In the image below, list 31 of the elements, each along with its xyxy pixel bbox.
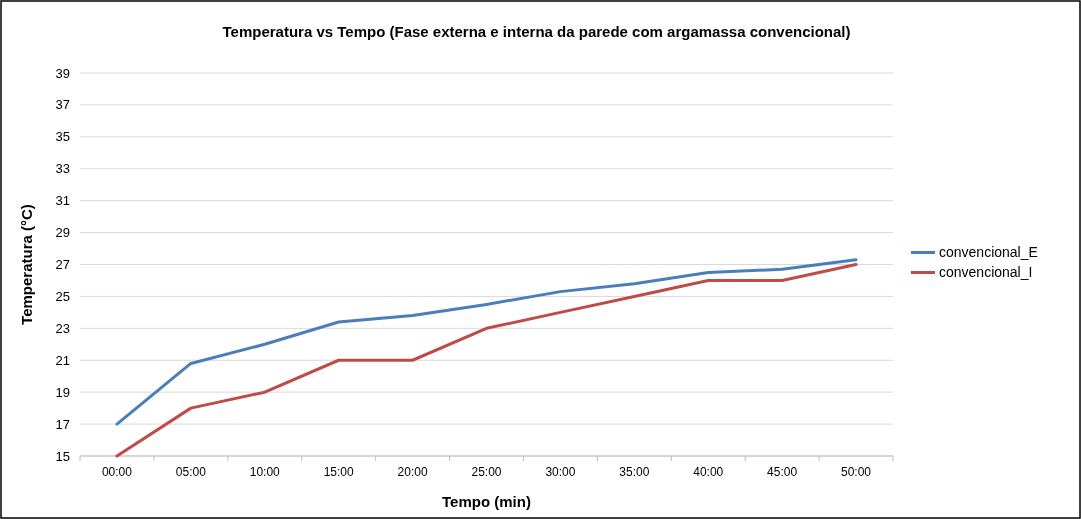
chart-title: Temperatura vs Tempo (Fase externa e interna da parede com argamassa convencional) [222,23,851,40]
y-tick-label: 19 [55,384,70,400]
y-tick-label: 21 [55,352,70,368]
y-tick-label: 39 [55,65,70,81]
y-tick-label: 31 [55,193,70,209]
x-tick-label: 30:00 [545,465,576,479]
y-tick-label: 33 [55,161,70,177]
line-series [115,263,858,458]
y-tick-label: 37 [55,97,70,113]
y-tick-label: 23 [55,320,70,336]
x-tick-label: 15:00 [323,465,355,479]
line-series [115,258,858,426]
x-tick-label: 00:00 [101,465,133,479]
y-axis-title: Temperatura (°C) [18,204,35,325]
y-tick-label: 15 [55,448,70,464]
x-axis-title: Tempo (min) [442,493,531,510]
x-tick-label: 40:00 [693,465,724,479]
y-tick-label: 27 [55,257,70,273]
y-tick-label: 29 [55,225,70,241]
legend-label: convencional_E [939,244,1038,261]
x-tick-label: 50:00 [841,465,872,479]
x-tick-label: 10:00 [249,465,281,479]
x-tick-label: 35:00 [619,465,650,479]
x-tick-label: 25:00 [471,465,502,479]
x-tick-label: 20:00 [397,465,428,479]
y-tick-label: 17 [55,416,70,432]
x-tick-label: 05:00 [175,465,207,479]
y-tick-label: 25 [55,288,70,304]
y-tick-label: 35 [55,129,70,145]
legend-label: convencional_I [939,264,1033,281]
x-tick-label: 45:00 [767,465,798,479]
